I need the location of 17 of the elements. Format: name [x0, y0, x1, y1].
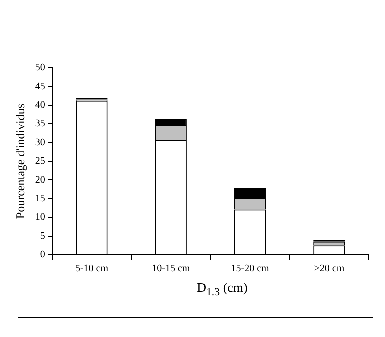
y-tick-label: 50 — [35, 62, 46, 74]
y-tick-label: 45 — [35, 81, 46, 92]
x-axis-title: D$_{1.3}$ (cm) — [196, 280, 249, 299]
y-tick-label: 10 — [35, 212, 46, 224]
y-tick-label: 25 — [35, 156, 46, 168]
y-tick-label: 5 — [40, 230, 46, 242]
x-tick-label: 5-10 cm — [75, 264, 109, 275]
x-tick-label: >20 cm — [314, 264, 345, 275]
y-tick-label: 0 — [40, 250, 46, 261]
x-tick-label: 10-15 cm — [152, 264, 190, 275]
x-tick-label: 15-20 cm — [231, 264, 270, 275]
y-tick-label: 15 — [35, 194, 46, 205]
y-tick-label: 40 — [35, 100, 46, 112]
y-tick-label: 30 — [35, 137, 46, 148]
y-tick-label: 35 — [35, 118, 46, 130]
y-axis-title: Pourcentage d'individus — [13, 104, 28, 220]
y-tick-label: 20 — [35, 174, 46, 186]
